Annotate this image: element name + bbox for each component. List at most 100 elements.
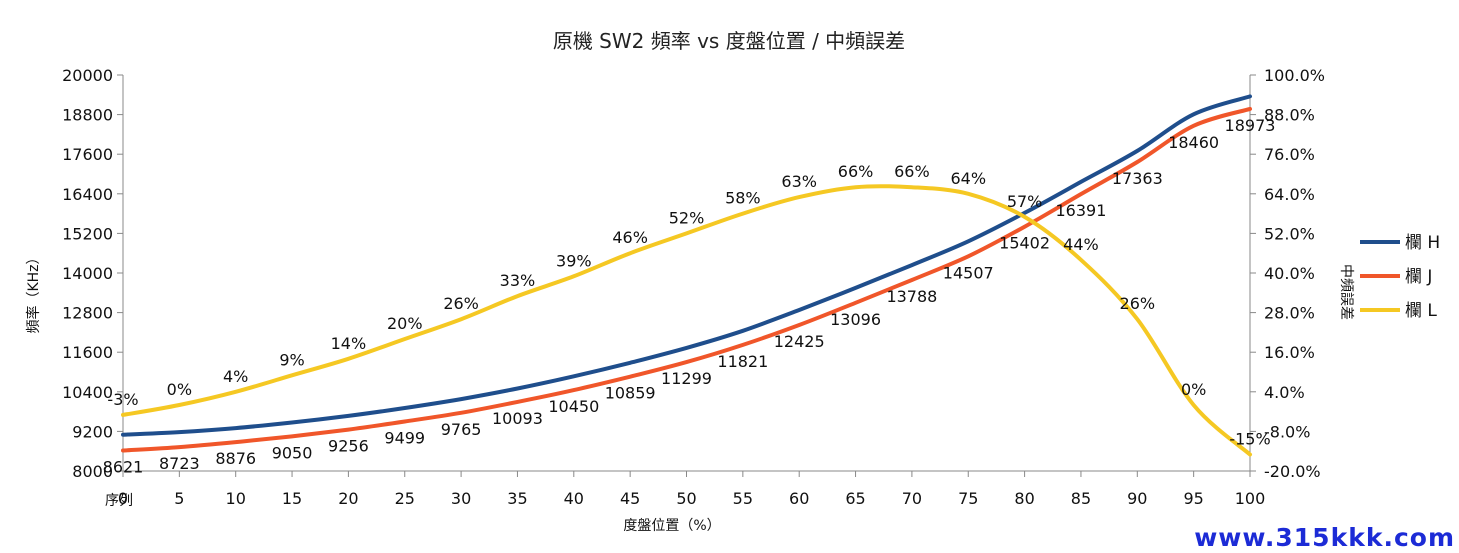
y-left-tick-label: 16400 <box>62 185 113 204</box>
x-axis-ticks: 0 5 10 15 20 25 30 35 40 45 50 55 60 65 70 75 80 85 90 95 10… <box>118 471 1265 508</box>
data-label: 9499 <box>384 429 425 448</box>
series-line-1 <box>121 94 1252 437</box>
y-left-tick-label: 17600 <box>62 145 113 164</box>
y-right-tick-label: -20.0% <box>1264 462 1321 481</box>
data-label: 46% <box>612 228 648 247</box>
data-label: 18973 <box>1225 116 1276 135</box>
y-left-tick-label: 11600 <box>62 343 113 362</box>
y-right-tick-label: 100.0% <box>1264 66 1325 85</box>
right-axis-ticks: -20.0% -8.0% 4.0% 16.0% 28.0% 40.0% 52.0% 64.0%… <box>1250 66 1325 481</box>
y-right-tick-label: 52.0% <box>1264 224 1315 243</box>
y-axis-right-title: 中頻誤差 <box>1338 264 1354 320</box>
plot-frame <box>122 75 1251 472</box>
y-right-tick-label: 40.0% <box>1264 264 1315 283</box>
x-tick-label: 15 <box>282 489 302 508</box>
data-label: 16391 <box>1055 201 1106 220</box>
data-label: 10859 <box>605 384 656 403</box>
x-tick-label: 25 <box>395 489 415 508</box>
legend: 欄 H 欄 J 欄 L <box>1360 233 1440 321</box>
chart-title: 原機 SW2 頻率 vs 度盤位置 / 中頻誤差 <box>553 29 905 53</box>
data-label: 11821 <box>717 352 768 371</box>
data-label: 44% <box>1063 235 1099 254</box>
data-label: 18460 <box>1168 133 1219 152</box>
y-left-tick-label: 20000 <box>62 66 113 85</box>
x-tick-label: 55 <box>733 489 753 508</box>
data-label: 17363 <box>1112 169 1163 188</box>
data-label: 11299 <box>661 369 712 388</box>
y-right-tick-label: 88.0% <box>1264 106 1315 125</box>
data-label: 33% <box>500 271 536 290</box>
data-label: 9256 <box>328 437 369 456</box>
x-tick-label: 70 <box>902 489 922 508</box>
x-row-label: 序列 <box>105 493 133 509</box>
x-tick-label: 10 <box>226 489 246 508</box>
data-label: 58% <box>725 189 761 208</box>
x-tick-label: 85 <box>1071 489 1091 508</box>
y-left-tick-label: 8000 <box>72 462 113 481</box>
x-tick-label: 35 <box>507 489 527 508</box>
series-line-2 <box>121 106 1252 453</box>
data-label: 26% <box>443 294 479 313</box>
data-label: -15% <box>1229 430 1270 449</box>
x-tick-label: 5 <box>174 489 184 508</box>
data-labels: 8621 8723 8876 9050 9256 9499 9765 10093 10450 10… <box>103 116 1276 477</box>
y-right-tick-label: 64.0% <box>1264 185 1315 204</box>
data-label: 14% <box>331 334 367 353</box>
x-tick-label: 0 <box>118 489 128 508</box>
x-tick-label: 60 <box>789 489 809 508</box>
x-tick-label: 100 <box>1235 489 1266 508</box>
x-tick-label: 50 <box>676 489 696 508</box>
y-right-tick-label: 28.0% <box>1264 304 1315 323</box>
data-label: 9050 <box>272 443 313 462</box>
data-label: 14507 <box>943 263 994 282</box>
data-label: 13096 <box>830 310 881 329</box>
data-label: 0% <box>1181 380 1206 399</box>
y-right-tick-label: 4.0% <box>1264 383 1305 402</box>
series-line-3 <box>121 184 1252 457</box>
watermark-text: www.315kkk.com <box>1194 523 1455 552</box>
y-right-tick-label: 76.0% <box>1264 145 1315 164</box>
y-left-tick-label: 10400 <box>62 383 113 402</box>
data-label: 9765 <box>441 420 482 439</box>
x-tick-label: 65 <box>845 489 865 508</box>
data-label: 52% <box>669 208 705 227</box>
y-left-tick-label: 15200 <box>62 224 113 243</box>
data-label: 10450 <box>548 397 599 416</box>
x-tick-label: 80 <box>1014 489 1034 508</box>
data-label: 63% <box>781 172 817 191</box>
left-axis-ticks: 8000 9200 10400 11600 12800 14000 15200 16400 17… <box>62 66 123 481</box>
y-right-tick-label: -8.0% <box>1264 422 1310 441</box>
y-left-tick-label: 9200 <box>72 422 113 441</box>
data-label: 66% <box>838 162 874 181</box>
legend-label: 欄 L <box>1405 301 1437 321</box>
data-label: 20% <box>387 314 423 333</box>
data-label: 12425 <box>774 332 825 351</box>
x-tick-label: 40 <box>564 489 584 508</box>
data-label: 39% <box>556 251 592 270</box>
legend-label: 欄 H <box>1405 233 1440 253</box>
legend-label: 欄 J <box>1405 267 1432 287</box>
data-label: 66% <box>894 162 930 181</box>
data-label: 8723 <box>159 454 200 473</box>
data-label: 9% <box>279 350 304 369</box>
y-right-tick-label: 16.0% <box>1264 343 1315 362</box>
x-tick-label: 90 <box>1127 489 1147 508</box>
data-label: 4% <box>223 367 248 386</box>
x-tick-label: 30 <box>451 489 471 508</box>
data-label: 0% <box>167 380 192 399</box>
x-tick-label: 75 <box>958 489 978 508</box>
series-lines <box>121 94 1252 457</box>
y-left-tick-label: 14000 <box>62 264 113 283</box>
data-label: 15402 <box>999 234 1050 253</box>
data-label: 13788 <box>886 287 937 306</box>
x-tick-label: 20 <box>338 489 358 508</box>
x-tick-label: 95 <box>1183 489 1203 508</box>
y-axis-left-title: 頻率（KHz） <box>25 250 42 333</box>
y-left-tick-label: 12800 <box>62 304 113 323</box>
data-label: 57% <box>1007 192 1043 211</box>
data-label: 64% <box>950 169 986 188</box>
data-label: 8876 <box>215 449 256 468</box>
data-label: 26% <box>1120 294 1156 313</box>
data-label: -3% <box>107 390 138 409</box>
